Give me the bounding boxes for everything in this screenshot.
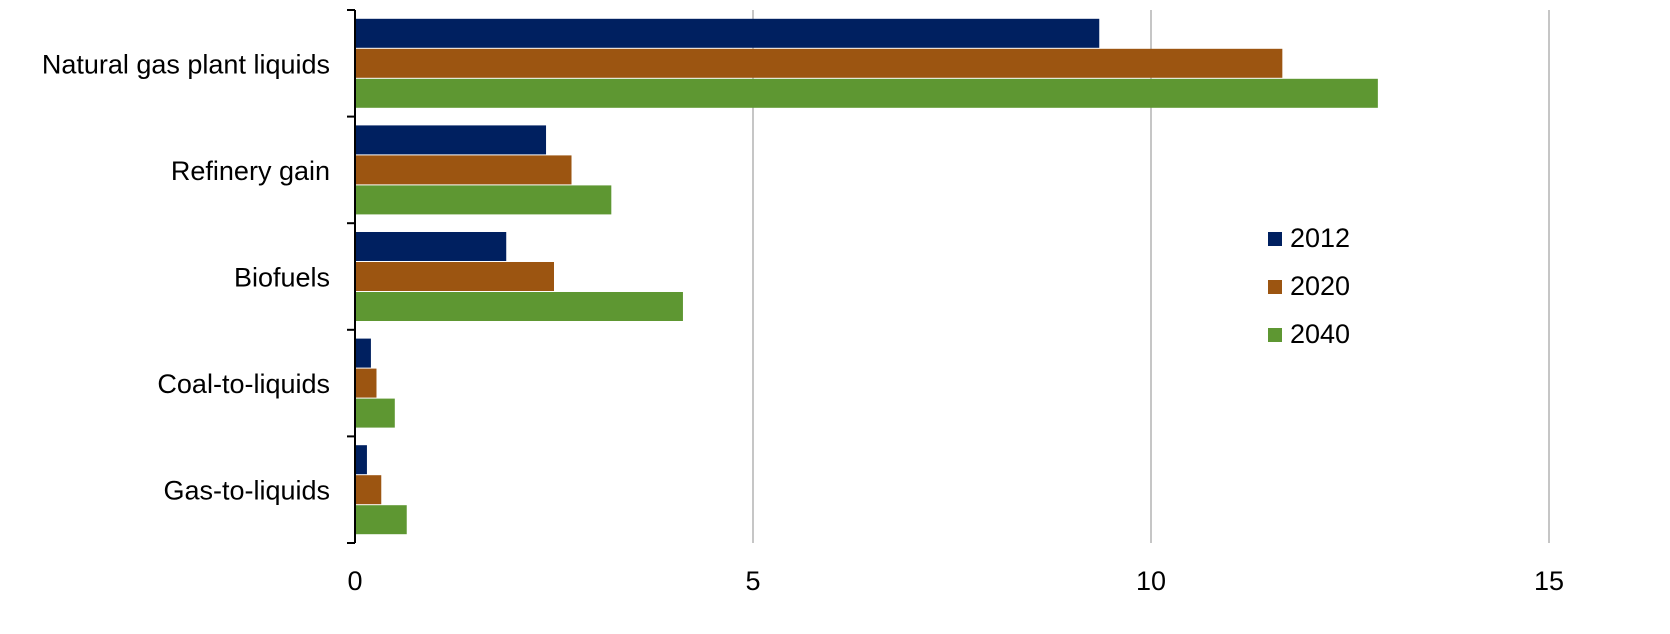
bar-2012-2	[355, 232, 507, 261]
bar-2012-1	[355, 125, 547, 155]
category-label: Coal-to-liquids	[157, 369, 330, 399]
bar-2020-3	[355, 368, 377, 398]
bar-2012-3	[355, 338, 371, 368]
bar-2040-2	[355, 292, 683, 321]
legend-label: 2020	[1290, 271, 1350, 301]
labels: 0 5 10 15 Natural gas plant liquids Refinery …	[42, 49, 1564, 596]
category-label: Natural gas plant liquids	[42, 49, 330, 79]
bar-2012-0	[355, 18, 1100, 48]
bar-2040-4	[355, 505, 407, 535]
legend: 2012 2020 2040	[1268, 223, 1350, 349]
legend-swatch-2020	[1268, 280, 1282, 294]
x-tick-label: 15	[1534, 566, 1564, 596]
category-label: Biofuels	[234, 263, 330, 293]
bar-2040-0	[355, 78, 1378, 108]
category-label: Refinery gain	[171, 156, 330, 186]
bars	[355, 18, 1378, 535]
bar-2020-1	[355, 155, 572, 185]
axes	[347, 9, 356, 544]
x-tick-label: 0	[347, 566, 362, 596]
legend-swatch-2012	[1268, 232, 1282, 246]
legend-swatch-2040	[1268, 328, 1282, 342]
bar-2020-2	[355, 262, 554, 291]
bar-2040-1	[355, 185, 612, 215]
bar-2012-4	[355, 445, 367, 475]
bar-2020-4	[355, 475, 382, 505]
x-tick-label: 10	[1136, 566, 1166, 596]
x-tick-label: 5	[745, 566, 760, 596]
legend-label: 2040	[1290, 319, 1350, 349]
bar-2040-3	[355, 398, 395, 428]
bar-2020-0	[355, 48, 1283, 78]
legend-label: 2012	[1290, 223, 1350, 253]
category-label: Gas-to-liquids	[163, 476, 330, 506]
